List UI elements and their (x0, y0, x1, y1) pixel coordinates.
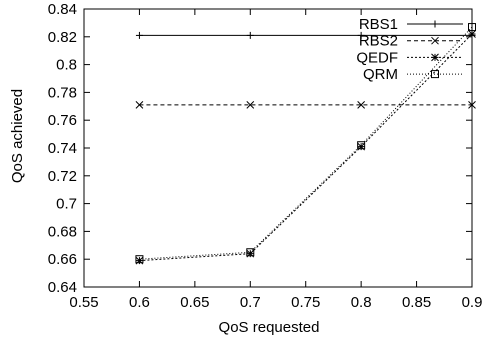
data-point-qrm (468, 23, 476, 32)
data-point-rbs2 (357, 101, 365, 109)
marker-stroke (431, 36, 439, 45)
marker-stroke (246, 101, 255, 109)
x-tick-label: 0.75 (291, 294, 320, 311)
y-tick-label: 0.68 (48, 223, 77, 240)
y-tick-label: 0.66 (48, 251, 77, 268)
series-qrm (135, 23, 476, 264)
legend-item-qrm: QRM (363, 66, 463, 83)
legend-item-rbs2: RBS2 (359, 33, 463, 50)
plot-frame (83, 8, 473, 288)
marker-stroke (357, 141, 366, 150)
y-tick-label: 0.74 (48, 140, 77, 157)
axes: 0.55 0.6 0.65 0.7 0.75 0.8 0.85 0.9 0.64 0.66 0.68… (48, 1, 483, 311)
y-tick-label: 0.8 (56, 57, 77, 74)
y-tick-label: 0.84 (48, 1, 77, 18)
x-tick-label: 0.6 (129, 294, 150, 311)
marker-stroke (468, 101, 476, 109)
data-point-rbs1 (135, 31, 143, 39)
data-point-qrm (357, 141, 366, 150)
marker-stroke (431, 70, 439, 79)
y-tick-label: 0.82 (48, 29, 77, 46)
legend-item-qedf: QEDF (356, 49, 463, 66)
y-tick-label: 0.76 (48, 112, 77, 129)
marker-stroke (468, 23, 476, 32)
x-tick-label: 0.65 (180, 294, 209, 311)
legend-marker-rbs1 (431, 20, 439, 28)
x-tick-label: 0.7 (240, 294, 261, 311)
data-point-rbs2 (135, 101, 144, 109)
series-rbs1 (135, 31, 476, 39)
series-line-qedf (139, 33, 473, 262)
series-rbs2 (135, 101, 476, 109)
y-tick-label: 0.78 (48, 84, 77, 101)
x-axis-title: QoS requested (219, 319, 320, 336)
data-point-rbs2 (246, 101, 255, 109)
data-point-rbs2 (468, 101, 476, 109)
marker-stroke (357, 101, 365, 109)
y-axis-title: QoS achieved (9, 89, 26, 183)
marker-stroke (468, 30, 476, 38)
legend-label-qrm: QRM (363, 66, 398, 83)
y-tick-label: 0.7 (56, 196, 77, 213)
series-qedf (135, 30, 476, 265)
marker-stroke (135, 255, 144, 264)
data-point-rbs1 (357, 31, 365, 39)
x-tick-label: 0.55 (69, 294, 98, 311)
data-point-qedf (468, 30, 476, 38)
series-layer (135, 23, 476, 265)
legend-marker-qedf (431, 53, 439, 62)
marker-stroke (431, 53, 439, 62)
legend-marker-qrm (431, 70, 439, 79)
y-tick-label: 0.64 (48, 279, 77, 296)
legend-item-rbs1: RBS1 (359, 16, 463, 33)
marker-stroke (135, 101, 144, 109)
x-tick-label: 0.8 (351, 294, 372, 311)
legend-label-qedf: QEDF (356, 49, 398, 66)
legend-marker-rbs2 (431, 36, 439, 45)
x-tick-label: 0.9 (462, 294, 483, 311)
x-tick-label: 0.85 (402, 294, 431, 311)
legend-label-rbs1: RBS1 (359, 16, 398, 33)
data-point-qrm (246, 248, 255, 257)
data-point-rbs1 (246, 31, 254, 39)
marker-stroke (246, 248, 255, 257)
data-point-qrm (135, 255, 144, 264)
y-tick-label: 0.72 (48, 168, 77, 185)
legend-label-rbs2: RBS2 (359, 33, 398, 50)
series-line-qrm (139, 26, 473, 260)
